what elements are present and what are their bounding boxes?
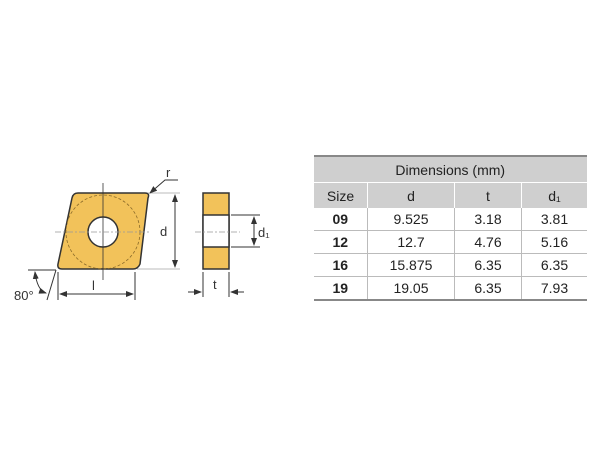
cell: 7.93 <box>521 276 587 301</box>
table-row: 19 19.05 6.35 7.93 <box>313 276 587 301</box>
table-row: 16 15.875 6.35 6.35 <box>313 253 587 277</box>
table-title: Dimensions (mm) <box>313 155 587 183</box>
cell: 3.81 <box>521 208 587 231</box>
table-row: 12 12.7 4.76 5.16 <box>313 230 587 254</box>
cell: 6.35 <box>454 253 522 277</box>
label-d1: d₁ <box>258 225 270 240</box>
cell: 15.875 <box>367 253 455 277</box>
cell: 09 <box>313 208 368 231</box>
cell: 19.05 <box>367 276 455 301</box>
label-r: r <box>166 165 171 180</box>
col-d1: d₁ <box>521 182 587 208</box>
label-l: l <box>92 278 95 293</box>
cell: 5.16 <box>521 230 587 254</box>
label-angle: 80° <box>14 288 34 303</box>
cell: 12.7 <box>367 230 455 254</box>
dimensions-table: Dimensions (mm) Size d t d₁ 09 9.525 3.18 3… <box>313 155 587 301</box>
cell: 3.18 <box>454 208 522 231</box>
insert-side-view: d₁ t <box>188 192 270 297</box>
cell: 19 <box>313 276 368 301</box>
col-t: t <box>454 182 522 208</box>
col-d: d <box>367 182 455 208</box>
col-size: Size <box>313 182 368 208</box>
cell: 9.525 <box>367 208 455 231</box>
cell: 12 <box>313 230 368 254</box>
label-d: d <box>160 224 167 239</box>
table-row: 09 9.525 3.18 3.81 <box>313 208 587 231</box>
cell: 4.76 <box>454 230 522 254</box>
cell: 6.35 <box>454 276 522 301</box>
cell: 16 <box>313 253 368 277</box>
cell: 6.35 <box>521 253 587 277</box>
label-t: t <box>213 277 217 292</box>
insert-top-view: d r l 80° <box>14 165 180 303</box>
